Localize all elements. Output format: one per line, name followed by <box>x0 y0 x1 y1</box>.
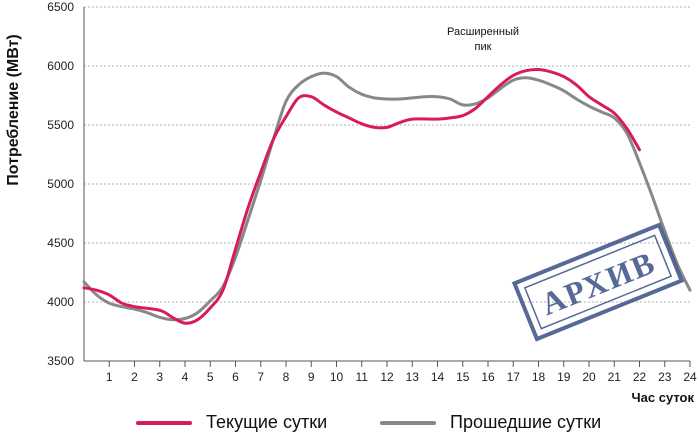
x-tick-label: 15 <box>456 370 470 384</box>
x-tick-label: 14 <box>431 370 445 384</box>
y-tick-label: 5500 <box>47 118 74 132</box>
peak-annotation-line2: пик <box>475 41 492 53</box>
grid-lines <box>84 6 690 303</box>
x-tick-label: 18 <box>532 370 546 384</box>
x-tick-label: 1 <box>106 370 113 384</box>
x-tick-label: 13 <box>406 370 420 384</box>
y-tick-label: 4500 <box>47 236 74 250</box>
series-line-current <box>82 67 641 325</box>
x-tick-label: 16 <box>481 370 495 384</box>
x-tick-label: 11 <box>356 370 369 384</box>
x-tick-label: 7 <box>257 370 264 384</box>
y-tick-label: 4000 <box>47 295 74 309</box>
legend-swatch-previous <box>380 420 436 425</box>
axes <box>83 7 691 367</box>
x-tick-label: 24 <box>683 370 697 384</box>
x-axis-title: Час суток <box>632 390 695 405</box>
legend-item-previous: Прошедшие сутки <box>380 412 601 433</box>
x-tick-label: 6 <box>232 370 239 384</box>
x-tick-label: 20 <box>582 370 596 384</box>
legend-item-current: Текущие сутки <box>136 412 327 433</box>
x-tick-label: 19 <box>557 370 571 384</box>
x-tick-label: 2 <box>131 370 138 384</box>
y-tick-labels: 3500 4000 4500 5000 5500 6000 6500 <box>47 0 74 368</box>
legend-swatch-current <box>136 420 192 425</box>
archive-stamp-text: АРХИВ <box>536 244 661 322</box>
x-tick-label: 3 <box>156 370 163 384</box>
x-tick-label: 10 <box>330 370 344 384</box>
x-tick-label: 5 <box>207 370 214 384</box>
x-tick-label: 17 <box>507 370 521 384</box>
x-tick-label: 12 <box>380 370 394 384</box>
y-tick-label: 6000 <box>47 59 74 73</box>
x-tick-label: 9 <box>308 370 315 384</box>
y-tick-label: 5000 <box>47 177 74 191</box>
x-tick-label: 23 <box>658 370 672 384</box>
legend: Текущие сутки Прошедшие сутки <box>0 412 700 442</box>
series-lines <box>82 67 692 325</box>
series-line-previous <box>82 71 692 322</box>
y-tick-label: 3500 <box>47 354 74 368</box>
x-tick-label: 22 <box>633 370 647 384</box>
x-tick-label: 21 <box>608 370 622 384</box>
peak-annotation-line1: Расширенный <box>447 26 519 38</box>
x-tick-label: 8 <box>283 370 290 384</box>
legend-label-current: Текущие сутки <box>206 412 328 432</box>
archive-stamp: АРХИВ <box>511 222 685 342</box>
x-tick-label: 4 <box>182 370 189 384</box>
x-tick-labels: 1 2 3 4 5 6 7 8 9 10 11 12 13 14 15 16 17 18 19 20 21 22 23 24 <box>106 370 697 384</box>
y-axis-title: Потребление (МВт) <box>5 34 22 186</box>
legend-label-previous: Прошедшие сутки <box>450 412 602 432</box>
y-tick-label: 6500 <box>47 0 74 14</box>
